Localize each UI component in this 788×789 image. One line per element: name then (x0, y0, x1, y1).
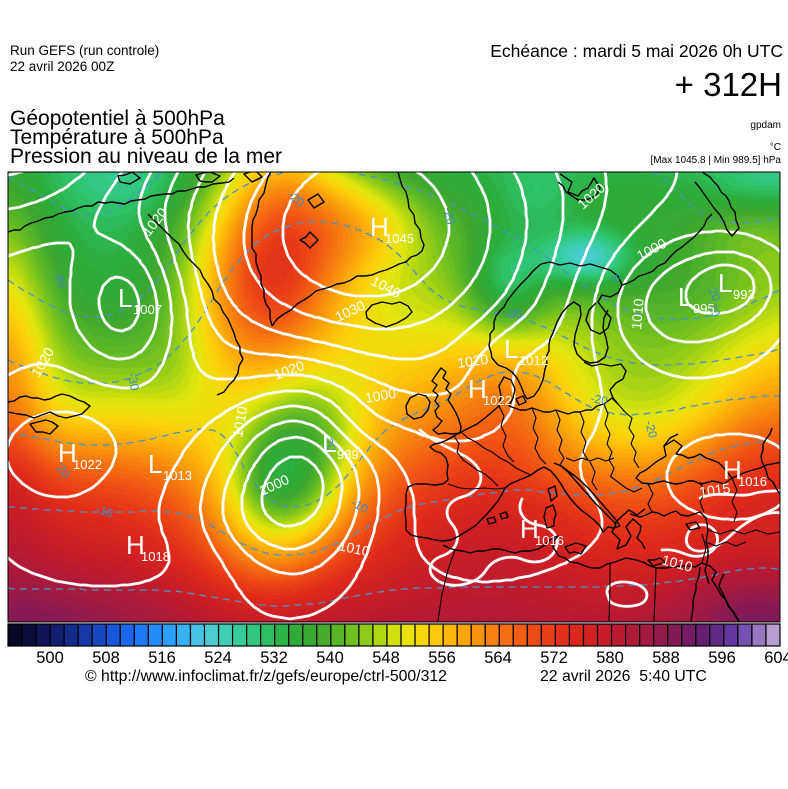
svg-text:H: H (468, 374, 487, 404)
svg-text:596: 596 (708, 649, 736, 667)
svg-text:995: 995 (693, 301, 715, 316)
svg-text:1020: 1020 (456, 351, 489, 371)
svg-text:604: 604 (764, 649, 788, 667)
svg-text:20: 20 (705, 285, 723, 303)
svg-text:L: L (322, 428, 336, 458)
svg-text:1010: 1010 (337, 537, 371, 559)
svg-text:989: 989 (337, 447, 359, 462)
svg-text:1010: 1010 (628, 298, 647, 331)
svg-text:1013: 1013 (163, 468, 192, 483)
svg-text:H: H (370, 212, 389, 242)
svg-text:580: 580 (596, 649, 624, 667)
svg-text:-20: -20 (441, 206, 458, 226)
svg-text:500: 500 (36, 649, 64, 667)
svg-text:1015: 1015 (698, 480, 731, 500)
svg-text:508: 508 (92, 649, 120, 667)
svg-text:H: H (58, 438, 77, 468)
svg-text:H: H (723, 455, 742, 485)
svg-text:1000: 1000 (364, 385, 398, 406)
svg-text:532: 532 (260, 649, 288, 667)
svg-text:572: 572 (540, 649, 568, 667)
svg-text:L: L (148, 449, 162, 479)
svg-text:-30: -30 (51, 269, 69, 290)
svg-text:-30: -30 (125, 372, 142, 392)
svg-text:L: L (118, 283, 132, 313)
svg-text:1022: 1022 (73, 457, 102, 472)
svg-text:516: 516 (148, 649, 176, 667)
svg-text:1022: 1022 (483, 393, 512, 408)
svg-text:-20: -20 (589, 391, 609, 408)
svg-text:L: L (678, 282, 692, 312)
svg-text:20: 20 (321, 436, 339, 454)
svg-text:1016: 1016 (738, 474, 767, 489)
svg-text:-20: -20 (642, 419, 660, 440)
svg-text:548: 548 (372, 649, 400, 667)
svg-text:524: 524 (204, 649, 232, 667)
svg-text:H: H (520, 514, 539, 544)
svg-text:588: 588 (652, 649, 680, 667)
svg-text:540: 540 (316, 649, 344, 667)
svg-text:1007: 1007 (133, 302, 162, 317)
svg-text:1010: 1010 (229, 405, 250, 439)
svg-text:556: 556 (428, 649, 456, 667)
svg-text:564: 564 (484, 649, 512, 667)
svg-text:-20: -20 (703, 297, 723, 319)
svg-text:1012: 1012 (519, 353, 548, 368)
svg-text:-30: -30 (505, 307, 523, 321)
svg-text:1016: 1016 (535, 533, 564, 548)
svg-text:1010: 1010 (660, 551, 694, 575)
svg-text:L: L (504, 334, 518, 364)
svg-text:H: H (126, 530, 145, 560)
svg-text:1018: 1018 (141, 549, 170, 564)
svg-text:L: L (718, 268, 732, 298)
svg-text:993: 993 (733, 287, 755, 302)
svg-text:1045: 1045 (385, 231, 414, 246)
svg-text:-10: -10 (94, 502, 115, 521)
